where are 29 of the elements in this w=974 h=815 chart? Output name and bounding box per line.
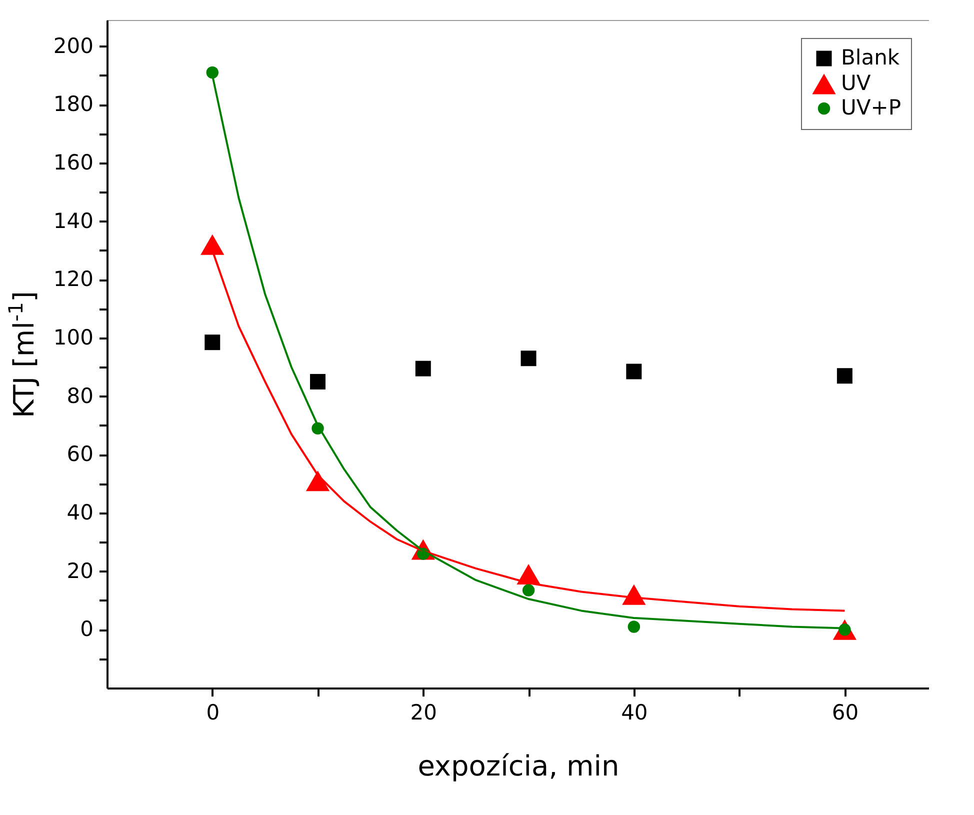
x-tick-label: 0 <box>206 700 220 724</box>
point <box>626 364 642 380</box>
x-tick-label: 40 <box>621 700 648 724</box>
point <box>204 334 220 350</box>
y-tick-label: 100 <box>53 325 94 350</box>
x-axis-title: expozícia, min <box>418 750 620 782</box>
x-tick-label: 20 <box>410 700 438 724</box>
y-tick-label: 60 <box>66 442 94 466</box>
y-tick-label: 80 <box>66 384 94 408</box>
legend-label: UV+P <box>841 96 901 120</box>
point <box>200 234 224 255</box>
point <box>206 66 219 79</box>
point <box>520 350 536 366</box>
x-tick-label: 60 <box>832 700 859 724</box>
y-tick-label: 140 <box>53 208 94 233</box>
legend-label: Blank <box>841 46 900 70</box>
y-tick-label: 0 <box>80 617 94 642</box>
legend-label: UV <box>841 71 872 95</box>
y-tick-label: 160 <box>53 150 94 174</box>
y-tick-label: 200 <box>53 34 94 58</box>
point <box>522 584 535 596</box>
point <box>310 374 326 390</box>
point <box>836 368 852 384</box>
y-tick-label: 20 <box>66 558 94 583</box>
y-tick-label: 40 <box>66 500 94 524</box>
point <box>628 620 640 633</box>
point <box>415 360 431 376</box>
y-tick-label: 180 <box>53 92 94 116</box>
y-tick-label: 120 <box>53 267 94 292</box>
